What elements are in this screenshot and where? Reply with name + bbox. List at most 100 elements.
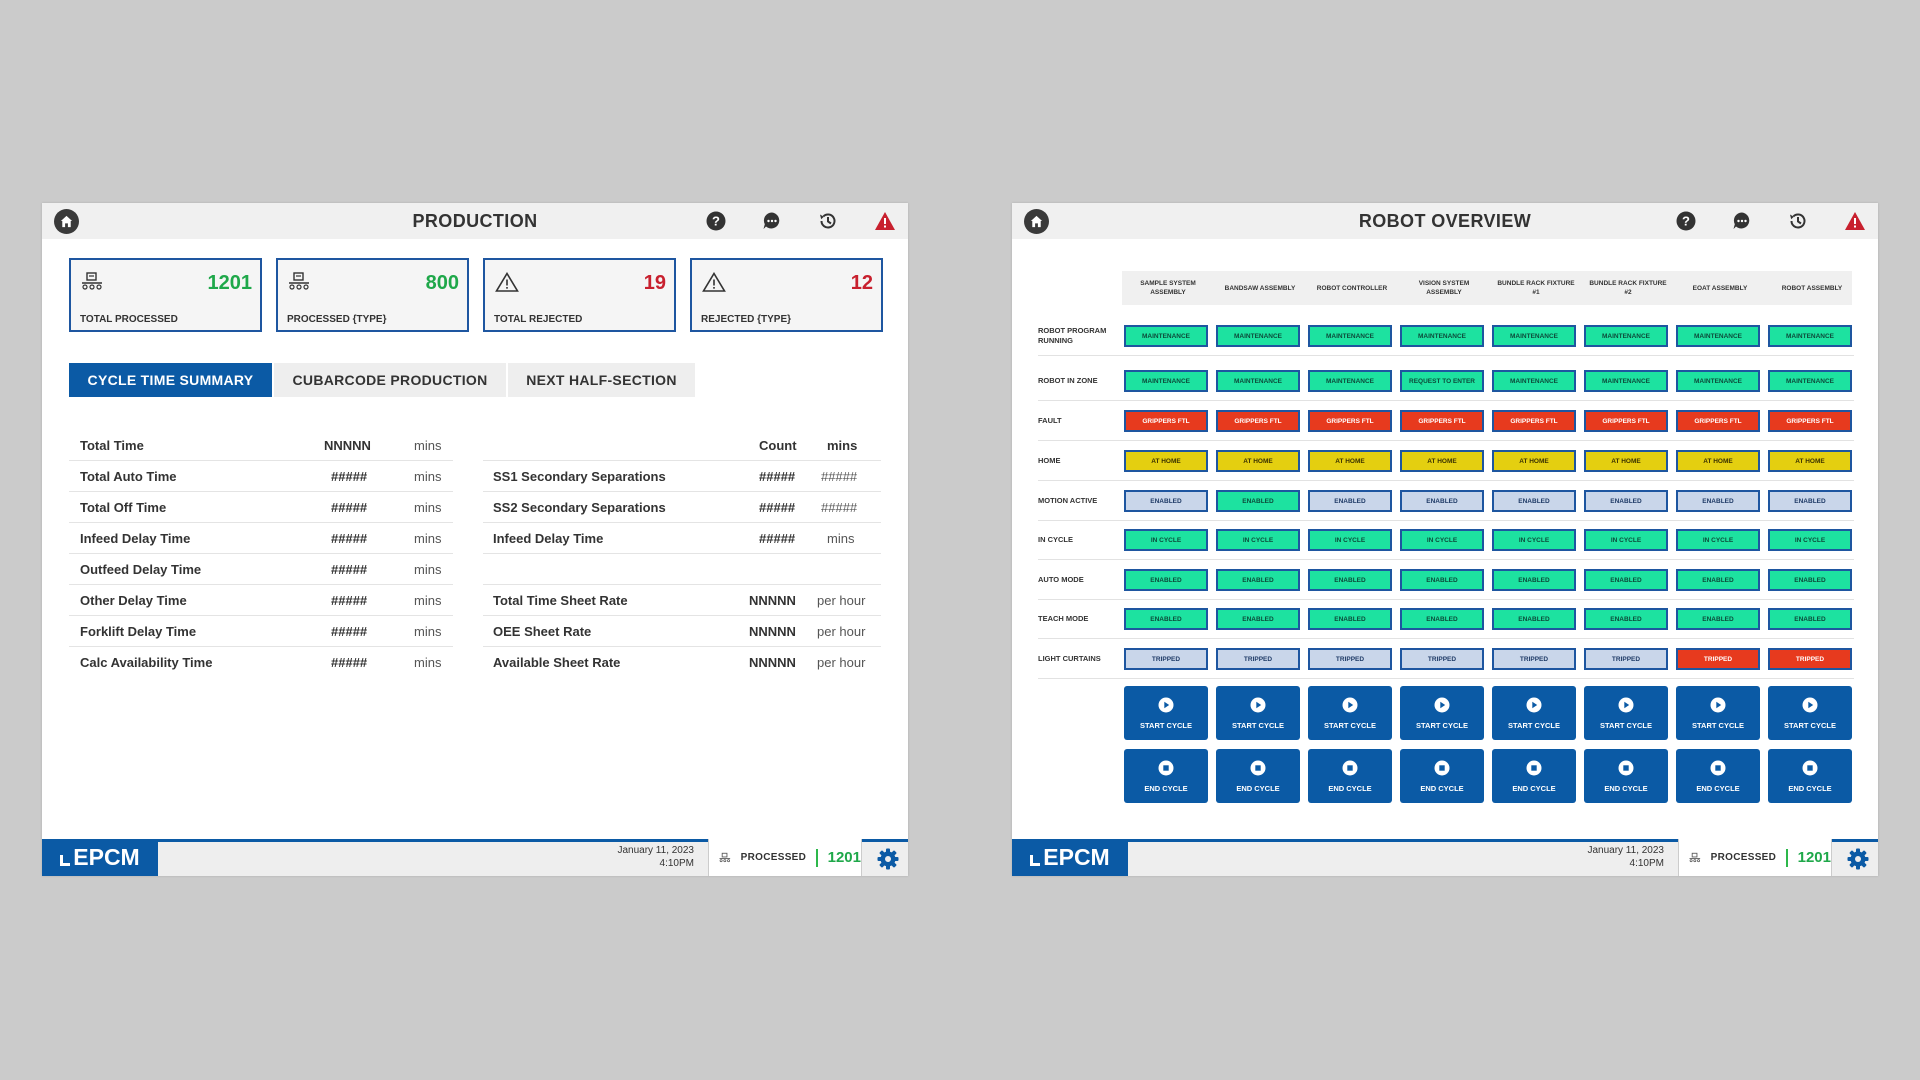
alarm-button[interactable] [1844, 210, 1866, 232]
button-label: END CYCLE [1144, 783, 1188, 793]
row-unit: mins [827, 531, 855, 546]
status-indicator: MAINTENANCE [1124, 325, 1208, 347]
help-icon: ? [1676, 211, 1696, 231]
history-button[interactable] [817, 210, 839, 232]
end-cycle-button[interactable]: END CYCLE [1124, 749, 1208, 803]
help-button[interactable]: ? [1675, 210, 1697, 232]
status-indicator: GRIPPERS FTL [1584, 410, 1668, 432]
row-value: NNNNN [324, 438, 371, 453]
footer-bar: EPCM January 11, 2023 4:10PM PROCESSED 12… [42, 839, 908, 876]
home-icon [60, 215, 73, 228]
end-cycle-button[interactable]: END CYCLE [1768, 749, 1852, 803]
status-indicator: ENABLED [1124, 490, 1208, 512]
end-cycle-button[interactable]: END CYCLE [1676, 749, 1760, 803]
datetime-display: January 11, 2023 4:10PM [1524, 844, 1664, 870]
status-indicator: ENABLED [1768, 569, 1852, 591]
status-indicator: MAINTENANCE [1492, 370, 1576, 392]
settings-button[interactable] [1846, 847, 1870, 876]
end-cycle-button[interactable]: END CYCLE [1584, 749, 1668, 803]
end-cycle-button[interactable]: END CYCLE [1308, 749, 1392, 803]
status-indicator: AT HOME [1400, 450, 1484, 472]
status-indicator: TRIPPED [1584, 648, 1668, 670]
status-indicator: IN CYCLE [1768, 529, 1852, 551]
row-unit: mins [414, 624, 442, 639]
row-label: Total Auto Time [80, 469, 177, 484]
row-label: Forklift Delay Time [80, 624, 197, 639]
status-indicator: ENABLED [1400, 490, 1484, 512]
stop-icon [1618, 760, 1634, 778]
row-label: Available Sheet Rate [493, 655, 621, 670]
button-label: END CYCLE [1788, 783, 1832, 793]
status-indicator: ENABLED [1124, 608, 1208, 630]
button-label: END CYCLE [1420, 783, 1464, 793]
row-value: ##### [331, 655, 368, 670]
conveyor-icon [719, 852, 731, 863]
row-divider [1038, 520, 1854, 521]
table-row: Infeed Delay Time ##### mins [483, 524, 881, 554]
history-icon [1790, 213, 1806, 229]
history-icon [820, 213, 836, 229]
status-indicator: GRIPPERS FTL [1400, 410, 1484, 432]
kpi-card-rejected-type: 12 REJECTED {TYPE} [690, 258, 883, 332]
start-cycle-button[interactable]: START CYCLE [1124, 686, 1208, 740]
status-indicator: GRIPPERS FTL [1676, 410, 1760, 432]
table-row: Calc Availability Time ##### mins [69, 648, 453, 678]
end-cycle-button[interactable]: END CYCLE [1216, 749, 1300, 803]
start-cycle-button[interactable]: START CYCLE [1216, 686, 1300, 740]
table-row: Infeed Delay Time ##### mins [69, 524, 453, 554]
header-bar: PRODUCTION ? [42, 203, 908, 239]
status-indicator: MAINTENANCE [1676, 325, 1760, 347]
start-cycle-button[interactable]: START CYCLE [1584, 686, 1668, 740]
status-indicator: IN CYCLE [1676, 529, 1760, 551]
play-icon [1710, 697, 1726, 715]
row-unit: mins [414, 562, 442, 577]
button-label: END CYCLE [1512, 783, 1556, 793]
help-button[interactable]: ? [705, 210, 727, 232]
alarm-button[interactable] [874, 210, 896, 232]
status-indicator: AT HOME [1676, 450, 1760, 472]
button-label: START CYCLE [1600, 720, 1652, 730]
start-cycle-button[interactable]: START CYCLE [1768, 686, 1852, 740]
table-row: Other Delay Time ##### mins [69, 586, 453, 616]
row-value: ##### [331, 624, 368, 639]
start-cycle-button[interactable]: START CYCLE [1400, 686, 1484, 740]
tab-cycle-time-summary[interactable]: CYCLE TIME SUMMARY [69, 363, 272, 397]
chat-button[interactable] [1731, 210, 1753, 232]
play-icon [1618, 697, 1634, 715]
start-cycle-button[interactable]: START CYCLE [1492, 686, 1576, 740]
row-label: AUTO MODE [1038, 575, 1084, 584]
home-button[interactable] [54, 209, 79, 234]
row-unit: mins [414, 593, 442, 608]
button-label: END CYCLE [1696, 783, 1740, 793]
status-indicator: GRIPPERS FTL [1492, 410, 1576, 432]
end-cycle-button[interactable]: END CYCLE [1400, 749, 1484, 803]
table-row: OEE Sheet Rate NNNNN per hour [483, 617, 881, 647]
status-indicator: GRIPPERS FTL [1308, 410, 1392, 432]
table-row: Outfeed Delay Time ##### mins [69, 555, 453, 585]
help-icon: ? [706, 211, 726, 231]
end-cycle-button[interactable]: END CYCLE [1492, 749, 1576, 803]
home-button[interactable] [1024, 209, 1049, 234]
button-label: START CYCLE [1232, 720, 1284, 730]
tab-next-half-section[interactable]: NEXT HALF-SECTION [508, 363, 695, 397]
chat-button[interactable] [761, 210, 783, 232]
kpi-label: TOTAL REJECTED [494, 314, 583, 325]
status-indicator: GRIPPERS FTL [1216, 410, 1300, 432]
settings-button[interactable] [876, 847, 900, 876]
tab-cubarcode-production[interactable]: CUBARCODE PRODUCTION [274, 363, 506, 397]
time-text: 4:10PM [1629, 858, 1664, 869]
status-indicator: ENABLED [1584, 569, 1668, 591]
start-cycle-button[interactable]: START CYCLE [1308, 686, 1392, 740]
status-indicator: ENABLED [1768, 490, 1852, 512]
row-value: ##### [331, 562, 368, 577]
status-indicator: MAINTENANCE [1768, 370, 1852, 392]
status-indicator: ENABLED [1308, 608, 1392, 630]
status-indicator: TRIPPED [1768, 648, 1852, 670]
button-label: START CYCLE [1508, 720, 1560, 730]
column-header: ROBOT ASSEMBLY [1781, 284, 1843, 292]
row-unit: mins [414, 438, 442, 453]
row-value: ##### [331, 469, 368, 484]
start-cycle-button[interactable]: START CYCLE [1676, 686, 1760, 740]
history-button[interactable] [1787, 210, 1809, 232]
status-indicator: IN CYCLE [1216, 529, 1300, 551]
